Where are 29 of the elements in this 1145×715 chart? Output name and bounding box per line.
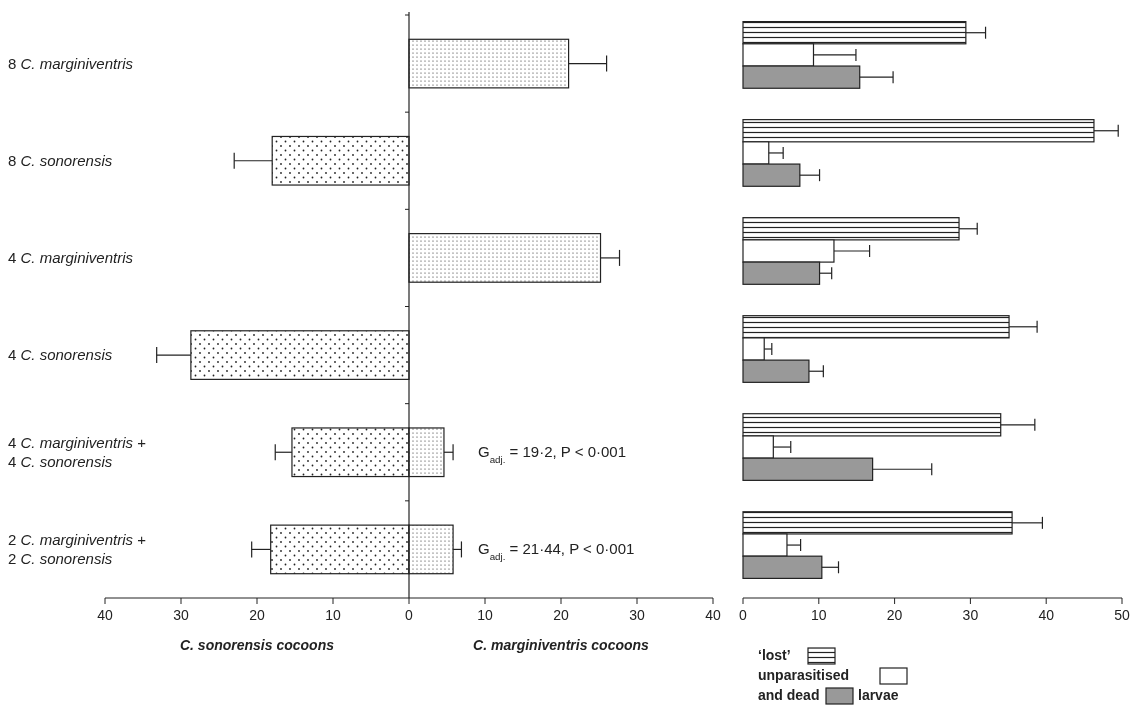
x-tick-label: 50: [1114, 607, 1130, 623]
legend-label: and dead: [758, 687, 820, 703]
x-tick-label: 20: [249, 607, 265, 623]
x-tick-label: 0: [405, 607, 414, 623]
annotation: G$_{adj.}$ = 19·2, P < 0·001: [478, 443, 627, 465]
annotation: G$_{adj.}$ = 21·44, P < 0·001: [478, 540, 635, 562]
x-tick-label: 10: [811, 607, 827, 623]
legend-label: unparasitised: [758, 667, 850, 683]
text: C. marginiventris cocoons: [473, 637, 650, 653]
x-tick-label: 10: [325, 607, 341, 623]
category-label: 2 C. marginiventris + 2 C. sonorensis: [8, 531, 146, 568]
legend-label: ‘lost’: [758, 647, 791, 663]
y-tick-label: 4 C. sonorensis: [8, 346, 113, 364]
y-tick-label: 8 C. marginiventris: [8, 54, 134, 72]
x-tick-label: 40: [97, 607, 113, 623]
y-tick-label: 4 C. marginiventris: [8, 248, 134, 266]
y-tick-label: 8 C. sonorensis: [8, 151, 113, 169]
category-label: 4 C. marginiventris + 4 C. sonorensis: [8, 434, 146, 471]
x-tick-label: 30: [962, 607, 979, 623]
x-tick-label: 0: [739, 607, 748, 623]
x-tick-label: 30: [173, 607, 189, 623]
x-tick-label: 30: [629, 607, 645, 623]
text: larvae: [858, 687, 899, 703]
text: C. sonorensis cocoons: [179, 637, 335, 653]
x-tick-label: 20: [886, 607, 903, 623]
x-tick-label: 20: [553, 607, 569, 623]
x-tick-label: 40: [705, 607, 721, 623]
x-tick-label: 10: [477, 607, 493, 623]
x-tick-label: 40: [1038, 607, 1055, 623]
